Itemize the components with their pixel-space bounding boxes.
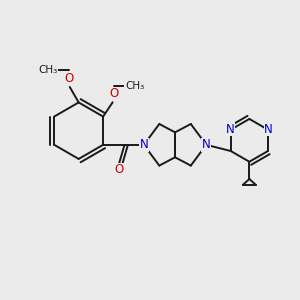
Text: N: N <box>226 122 235 136</box>
Text: N: N <box>202 138 211 151</box>
Text: O: O <box>64 72 74 85</box>
Text: CH₃: CH₃ <box>125 81 144 91</box>
Text: N: N <box>264 122 273 136</box>
Text: N: N <box>140 138 148 151</box>
Text: O: O <box>114 163 123 176</box>
Text: O: O <box>109 88 119 100</box>
Text: CH₃: CH₃ <box>39 65 58 75</box>
